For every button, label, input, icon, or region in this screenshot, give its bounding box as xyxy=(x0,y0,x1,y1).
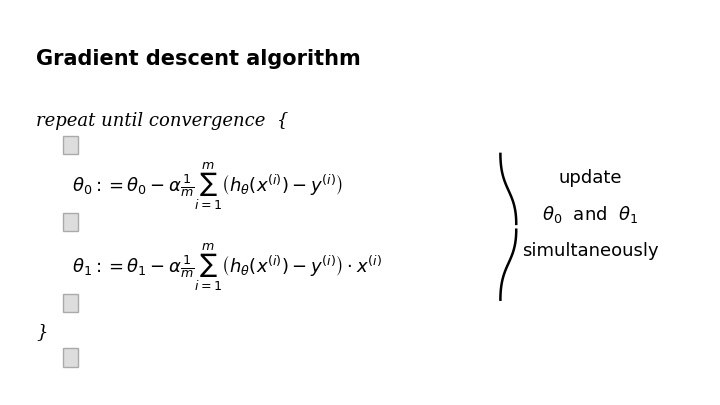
Text: simultaneously: simultaneously xyxy=(522,242,659,260)
FancyBboxPatch shape xyxy=(63,348,78,367)
Text: repeat until convergence  {: repeat until convergence { xyxy=(36,113,289,130)
Text: $\theta_0$  and  $\theta_1$: $\theta_0$ and $\theta_1$ xyxy=(542,204,639,225)
FancyBboxPatch shape xyxy=(63,136,78,154)
FancyBboxPatch shape xyxy=(63,294,78,312)
Text: update: update xyxy=(559,169,622,187)
Text: $\theta_1 := \theta_1 - \alpha \frac{1}{m} \sum_{i=1}^{m} \left(h_\theta(x^{(i)}: $\theta_1 := \theta_1 - \alpha \frac{1}{… xyxy=(72,241,382,293)
FancyBboxPatch shape xyxy=(63,213,78,231)
Text: Gradient descent algorithm: Gradient descent algorithm xyxy=(36,49,361,68)
Text: }: } xyxy=(36,323,48,341)
Text: $\theta_0 := \theta_0 - \alpha \frac{1}{m} \sum_{i=1}^{m} \left(h_\theta(x^{(i)}: $\theta_0 := \theta_0 - \alpha \frac{1}{… xyxy=(72,160,343,212)
